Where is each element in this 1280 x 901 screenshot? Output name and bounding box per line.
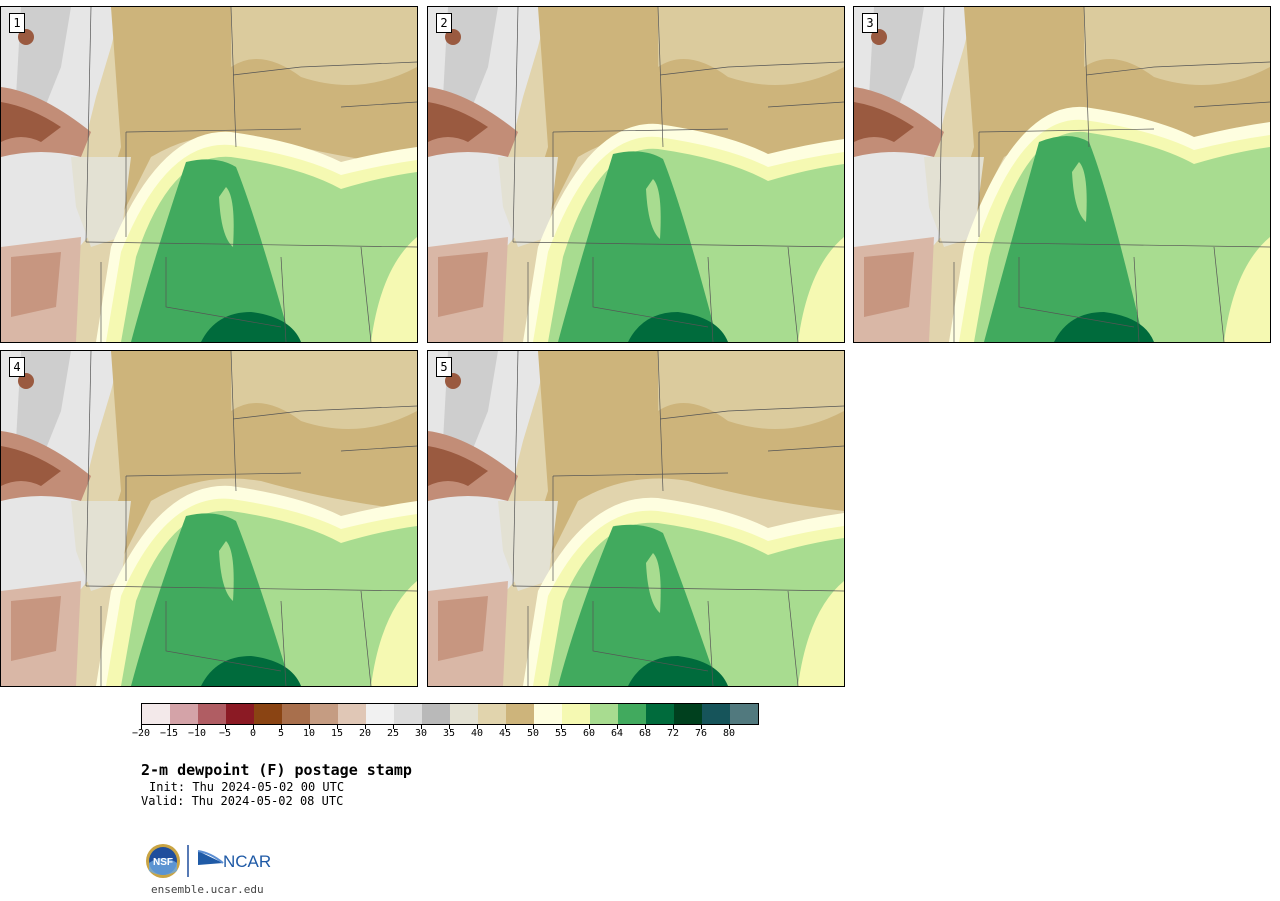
colorbar-tick-label: 55 bbox=[554, 728, 568, 739]
colorbar-tick-label: 40 bbox=[470, 728, 484, 739]
colorbar-swatch bbox=[730, 704, 758, 724]
colorbar-tick-label: 25 bbox=[386, 728, 400, 739]
map-panel-3: 3 bbox=[853, 6, 1271, 343]
colorbar-tick-label: 68 bbox=[638, 728, 652, 739]
colorbar-tick-label: 45 bbox=[498, 728, 512, 739]
colorbar-tick bbox=[365, 724, 366, 729]
colorbar-tick bbox=[533, 724, 534, 729]
colorbar-tick bbox=[561, 724, 562, 729]
svg-text:NSF: NSF bbox=[153, 857, 173, 868]
svg-text:NCAR: NCAR bbox=[223, 852, 271, 871]
colorbar-ticks: −20 −15 −10 −5 0 5 10 15 20 25 30 35 40 45 50 55 60 64 68 7… bbox=[132, 724, 757, 744]
colorbar-tick-label: 0 bbox=[249, 728, 257, 739]
panel-number-label: 3 bbox=[862, 13, 878, 33]
colorbar-tick-label: 64 bbox=[610, 728, 624, 739]
colorbar-swatch bbox=[646, 704, 674, 724]
colorbar-tick-label: 35 bbox=[442, 728, 456, 739]
colorbar-tick bbox=[393, 724, 394, 729]
colorbar-tick-label: 15 bbox=[330, 728, 344, 739]
colorbar-tick-label: 72 bbox=[666, 728, 680, 739]
colorbar-swatch bbox=[366, 704, 394, 724]
colorbar-tick bbox=[617, 724, 618, 729]
colorbar-tick bbox=[477, 724, 478, 729]
colorbar-tick bbox=[729, 724, 730, 729]
colorbar-tick bbox=[309, 724, 310, 729]
colorbar-tick bbox=[169, 724, 170, 729]
colorbar-swatch bbox=[226, 704, 254, 724]
logos: NSF NCAR bbox=[145, 843, 275, 879]
colorbar-tick bbox=[141, 724, 142, 729]
site-url: ensemble.ucar.edu bbox=[151, 883, 264, 896]
ncar-logo-icon: NCAR bbox=[197, 850, 271, 871]
colorbar-swatch bbox=[590, 704, 618, 724]
colorbar-swatch bbox=[394, 704, 422, 724]
colorbar-tick bbox=[281, 724, 282, 729]
colorbar-swatch bbox=[674, 704, 702, 724]
colorbar-swatch bbox=[422, 704, 450, 724]
map-panel-4: 4 bbox=[0, 350, 418, 687]
map-panel-1: 1 bbox=[0, 6, 418, 343]
colorbar-tick-label: 20 bbox=[358, 728, 372, 739]
colorbar-swatch bbox=[282, 704, 310, 724]
colorbar-tick-label: −5 bbox=[218, 728, 232, 739]
map-panel-5: 5 bbox=[427, 350, 845, 687]
colorbar-swatch bbox=[702, 704, 730, 724]
colorbar-tick bbox=[505, 724, 506, 729]
colorbar-tick-label: 60 bbox=[582, 728, 596, 739]
page-title: 2-m dewpoint (F) postage stamp bbox=[141, 761, 412, 779]
panel-number-label: 4 bbox=[9, 357, 25, 377]
colorbar-tick-label: −10 bbox=[187, 728, 207, 739]
colorbar-tick-label: 10 bbox=[302, 728, 316, 739]
colorbar-tick bbox=[645, 724, 646, 729]
colorbar-tick bbox=[197, 724, 198, 729]
colorbar-tick-label: −15 bbox=[159, 728, 179, 739]
panel-number-label: 5 bbox=[436, 357, 452, 377]
colorbar-swatch bbox=[450, 704, 478, 724]
colorbar-tick bbox=[673, 724, 674, 729]
colorbar-tick-label: 5 bbox=[277, 728, 285, 739]
colorbar-tick bbox=[337, 724, 338, 729]
colorbar-tick-label: −20 bbox=[131, 728, 151, 739]
init-time: Init: Thu 2024-05-02 00 UTC bbox=[149, 780, 345, 794]
colorbar-tick bbox=[225, 724, 226, 729]
nsf-logo-icon: NSF bbox=[146, 844, 180, 878]
colorbar-tick-label: 30 bbox=[414, 728, 428, 739]
colorbar-swatch bbox=[170, 704, 198, 724]
colorbar-tick bbox=[421, 724, 422, 729]
colorbar-tick-label: 76 bbox=[694, 728, 708, 739]
panel-number-label: 2 bbox=[436, 13, 452, 33]
colorbar-swatch bbox=[534, 704, 562, 724]
colorbar-swatch bbox=[310, 704, 338, 724]
colorbar-tick-label: 50 bbox=[526, 728, 540, 739]
colorbar-swatch bbox=[478, 704, 506, 724]
colorbar-tick bbox=[253, 724, 254, 729]
colorbar-tick bbox=[449, 724, 450, 729]
colorbar-swatch bbox=[254, 704, 282, 724]
colorbar-tick bbox=[589, 724, 590, 729]
colorbar-swatch bbox=[142, 704, 170, 724]
colorbar bbox=[141, 703, 759, 725]
map-panel-2: 2 bbox=[427, 6, 845, 343]
colorbar-swatch bbox=[338, 704, 366, 724]
valid-time: Valid: Thu 2024-05-02 08 UTC bbox=[141, 794, 344, 808]
colorbar-swatch bbox=[618, 704, 646, 724]
colorbar-swatch bbox=[198, 704, 226, 724]
colorbar-swatch bbox=[562, 704, 590, 724]
colorbar-tick bbox=[701, 724, 702, 729]
panel-number-label: 1 bbox=[9, 13, 25, 33]
colorbar-tick-label: 80 bbox=[722, 728, 736, 739]
colorbar-swatch bbox=[506, 704, 534, 724]
